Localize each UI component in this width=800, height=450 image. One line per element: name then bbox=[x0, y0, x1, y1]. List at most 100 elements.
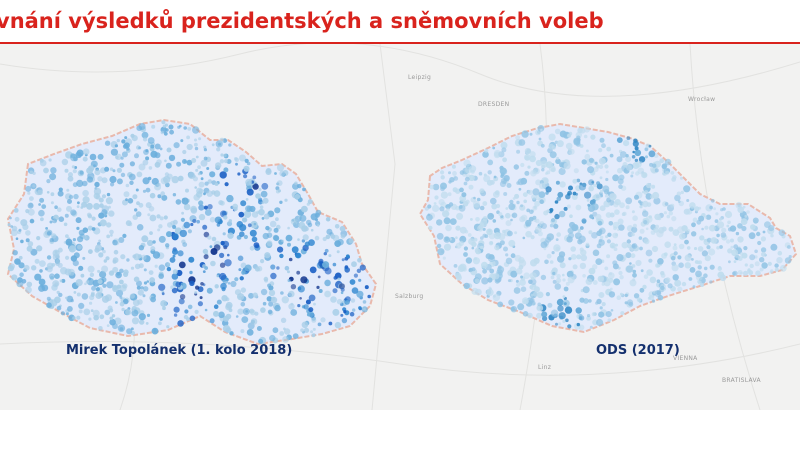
municipality-dot bbox=[714, 219, 719, 224]
municipality-dot bbox=[29, 170, 34, 175]
municipality-dot bbox=[194, 138, 197, 142]
municipality-dot bbox=[787, 245, 791, 249]
municipality-dot bbox=[482, 151, 489, 158]
municipality-dot bbox=[204, 308, 208, 312]
municipality-dot bbox=[268, 289, 276, 297]
municipality-dot bbox=[648, 150, 656, 158]
municipality-dot bbox=[129, 293, 135, 299]
municipality-dot bbox=[550, 275, 555, 280]
municipality-dot bbox=[194, 309, 199, 314]
municipality-dot bbox=[546, 209, 550, 214]
municipality-dot bbox=[760, 236, 767, 242]
municipality-dot bbox=[500, 141, 508, 149]
municipality-dot bbox=[149, 277, 156, 283]
municipality-dot bbox=[609, 193, 617, 201]
municipality-dot bbox=[324, 290, 331, 298]
municipality-dot bbox=[99, 270, 107, 279]
municipality-dot bbox=[664, 277, 671, 283]
municipality-dot bbox=[139, 319, 145, 325]
municipality-dot bbox=[362, 300, 367, 304]
municipality-dot bbox=[216, 274, 219, 278]
municipality-dot bbox=[548, 133, 556, 141]
municipality-dot bbox=[259, 205, 264, 209]
municipality-dot bbox=[622, 162, 628, 167]
municipality-dot bbox=[86, 202, 93, 210]
municipality-dot bbox=[475, 248, 481, 255]
municipality-dot bbox=[219, 159, 225, 164]
municipality-dot bbox=[704, 225, 709, 230]
municipality-dot bbox=[518, 187, 522, 191]
municipality-dot bbox=[182, 242, 188, 248]
municipality-dot bbox=[616, 254, 624, 262]
municipality-dot bbox=[579, 247, 584, 252]
municipality-dot bbox=[224, 159, 228, 164]
municipality-dot bbox=[209, 171, 216, 178]
municipality-dot bbox=[126, 328, 133, 335]
municipality-dot bbox=[487, 277, 493, 283]
municipality-dot bbox=[685, 228, 691, 233]
municipality-dot bbox=[281, 239, 284, 243]
municipality-dot bbox=[458, 205, 463, 209]
municipality-dot bbox=[265, 225, 270, 231]
municipality-dot bbox=[41, 204, 47, 210]
municipality-dot bbox=[241, 270, 246, 275]
municipality-dot bbox=[363, 307, 366, 311]
municipality-dot bbox=[249, 309, 256, 316]
municipality-dot bbox=[283, 327, 286, 331]
municipality-dot bbox=[10, 229, 18, 237]
municipality-dot bbox=[453, 176, 459, 181]
municipality-dot bbox=[768, 225, 775, 232]
municipality-dot bbox=[265, 168, 272, 175]
municipality-dot bbox=[258, 208, 265, 216]
municipality-dot bbox=[109, 316, 114, 321]
municipality-dot bbox=[632, 162, 640, 169]
municipality-dot bbox=[121, 307, 125, 312]
municipality-dot bbox=[556, 273, 561, 279]
municipality-dot bbox=[98, 197, 104, 203]
municipality-dot bbox=[613, 247, 618, 252]
municipality-dot bbox=[98, 239, 101, 243]
municipality-dot bbox=[177, 320, 184, 327]
municipality-dot bbox=[493, 175, 497, 179]
municipality-dot bbox=[535, 159, 543, 167]
municipality-dot bbox=[214, 182, 219, 186]
municipality-dot bbox=[40, 217, 44, 222]
municipality-dot bbox=[516, 282, 521, 287]
municipality-dot bbox=[300, 328, 304, 333]
municipality-dot bbox=[56, 305, 62, 311]
municipality-dot bbox=[619, 151, 627, 158]
municipality-dot bbox=[109, 167, 114, 171]
municipality-dot bbox=[160, 130, 165, 135]
municipality-dot bbox=[596, 181, 601, 186]
municipality-dot bbox=[140, 286, 144, 290]
municipality-dot bbox=[161, 292, 165, 296]
municipality-dot bbox=[680, 190, 684, 195]
municipality-dot bbox=[584, 153, 591, 160]
municipality-dot bbox=[510, 270, 518, 278]
municipality-dot bbox=[654, 168, 659, 173]
municipality-dot bbox=[604, 164, 609, 169]
municipality-dot bbox=[29, 218, 35, 224]
municipality-dot bbox=[585, 278, 593, 285]
municipality-dot bbox=[645, 215, 653, 223]
municipality-dot bbox=[606, 191, 610, 195]
municipality-dot bbox=[136, 224, 144, 231]
municipality-dot bbox=[219, 171, 227, 179]
municipality-dot bbox=[183, 203, 191, 211]
municipality-dot bbox=[142, 137, 148, 142]
municipality-dot bbox=[754, 261, 760, 267]
municipality-dot bbox=[744, 214, 748, 218]
municipality-dot bbox=[273, 227, 279, 233]
municipality-dot bbox=[112, 257, 119, 264]
municipality-dot bbox=[605, 194, 608, 198]
municipality-dot bbox=[698, 215, 705, 222]
municipality-dot bbox=[143, 268, 147, 272]
municipality-dot bbox=[701, 227, 704, 231]
municipality-dot bbox=[313, 302, 316, 306]
municipality-dot bbox=[149, 214, 157, 222]
municipality-dot bbox=[142, 294, 146, 298]
municipality-dot bbox=[571, 224, 578, 231]
municipality-dot bbox=[543, 240, 549, 246]
municipality-dot bbox=[452, 187, 458, 193]
municipality-dot bbox=[446, 212, 450, 216]
